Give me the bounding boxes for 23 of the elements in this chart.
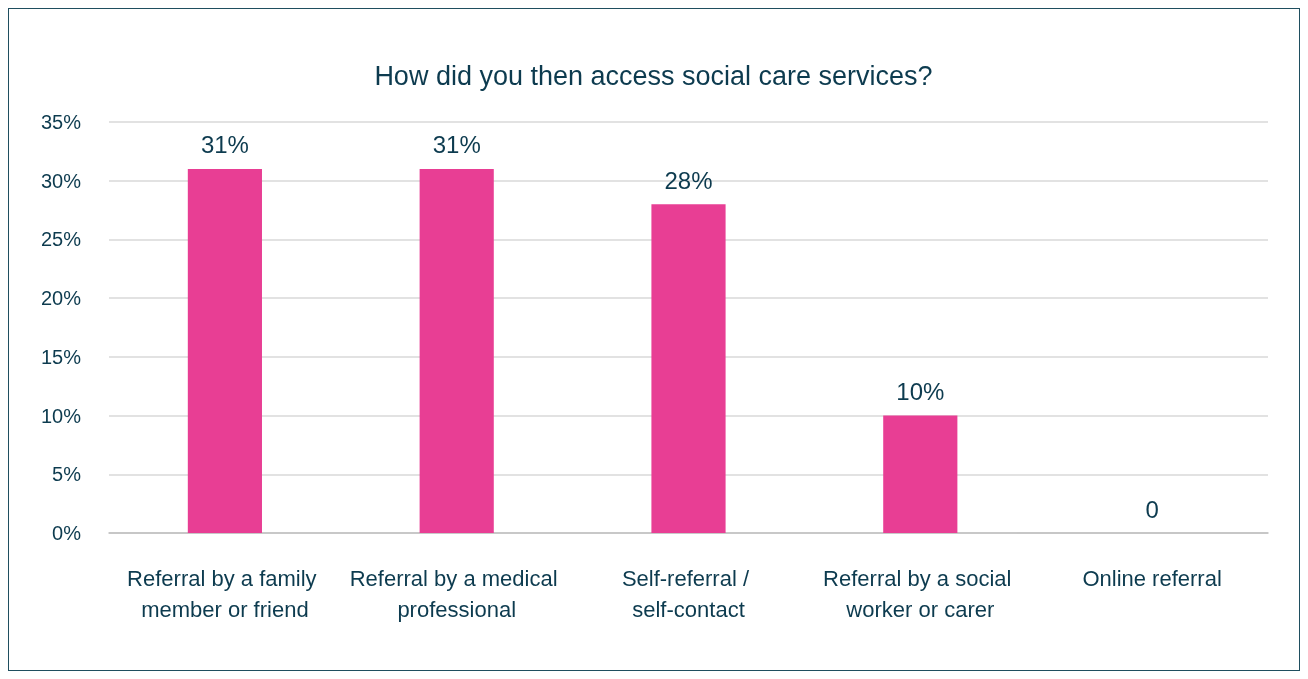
- x-tick-label: Referral by a medical professional: [349, 566, 564, 622]
- y-tick-label: 10%: [40, 404, 82, 427]
- y-tick-label: 30%: [40, 169, 82, 192]
- bar: [651, 204, 726, 533]
- bar: [419, 168, 494, 533]
- data-label: 28%: [664, 166, 713, 194]
- data-label: 0: [1145, 495, 1159, 523]
- y-tick-label: 5%: [52, 463, 82, 486]
- x-tick-label: Self-referral / self-contact: [621, 566, 756, 622]
- bar: [187, 168, 262, 533]
- y-tick-label: 20%: [40, 287, 82, 310]
- y-tick-label: 35%: [40, 111, 82, 133]
- data-label: 31%: [432, 131, 481, 159]
- bar: [883, 415, 958, 533]
- y-tick-label: 25%: [40, 228, 82, 251]
- x-tick-label: Online referral: [1082, 566, 1222, 591]
- y-tick-label: 15%: [40, 345, 82, 368]
- x-tick-label: Referral by a social worker or carer: [823, 566, 1018, 622]
- x-tick-label: Referral by a family member or friend: [127, 566, 323, 622]
- y-tick-label: 0%: [52, 522, 82, 544]
- data-label: 10%: [896, 378, 945, 406]
- data-label: 31%: [200, 131, 249, 159]
- chart-title: How did you then access social care services?: [374, 60, 933, 91]
